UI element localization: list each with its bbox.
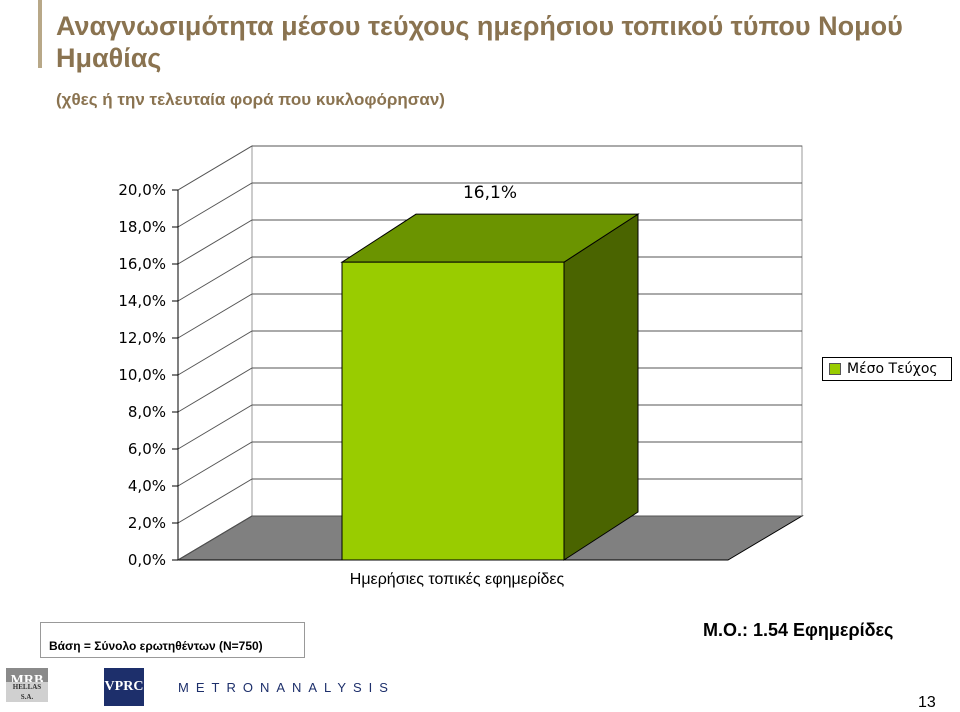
legend-swatch bbox=[829, 363, 841, 375]
y-tick-label: 14,0% bbox=[118, 292, 166, 310]
y-tick-label: 0,0% bbox=[128, 551, 166, 569]
footer: MRB HELLAS S.A. VPRC METRONANALYSIS 13 bbox=[0, 660, 960, 711]
chart: 0,0% 2,0% 4,0% 6,0% 8,0% 10,0% 12,0% 14,0% 16,0%… bbox=[118, 145, 804, 588]
page-subtitle: (χθες ή την τελευταία φορά που κυκλοφόρη… bbox=[56, 90, 445, 109]
base-note: Βάση = Σύνολο ερωτηθέντων (N=750) bbox=[40, 622, 305, 658]
metron-analysis-logo: METRONANALYSIS bbox=[178, 680, 395, 695]
vprc-logo: VPRC bbox=[104, 668, 144, 706]
page-title: Αναγνωσιμότητα μέσου τεύχους ημερήσιου τ… bbox=[56, 11, 903, 73]
bar-side bbox=[563, 213, 639, 561]
gridline bbox=[177, 145, 802, 191]
y-tick-label: 12,0% bbox=[118, 329, 166, 347]
y-tick-label: 8,0% bbox=[128, 403, 166, 421]
y-tick-label: 4,0% bbox=[128, 477, 166, 495]
y-tick-label: 6,0% bbox=[128, 440, 166, 458]
y-tick-label: 18,0% bbox=[118, 218, 166, 236]
data-label: 16,1% bbox=[463, 183, 517, 203]
mrb-logo: MRB HELLAS S.A. bbox=[6, 668, 48, 702]
y-tick-label: 2,0% bbox=[128, 514, 166, 532]
title-accent-bar bbox=[38, 0, 42, 68]
legend-label: Μέσο Τεύχος bbox=[847, 361, 938, 377]
mrb-logo-subtext: HELLAS S.A. bbox=[6, 682, 48, 702]
gridline bbox=[177, 182, 802, 228]
y-tick-label: 10,0% bbox=[118, 366, 166, 384]
x-category-label: Ημερήσιες τοπικές εφημερίδες bbox=[350, 571, 565, 588]
page-number: 13 bbox=[918, 694, 936, 711]
y-tick-label: 16,0% bbox=[118, 255, 166, 273]
bar bbox=[341, 261, 565, 561]
chart-legend: Μέσο Τεύχος bbox=[822, 357, 952, 381]
mean-note: Μ.Ο.: 1.54 Εφημερίδες bbox=[703, 620, 894, 640]
y-tick-label: 20,0% bbox=[118, 181, 166, 199]
